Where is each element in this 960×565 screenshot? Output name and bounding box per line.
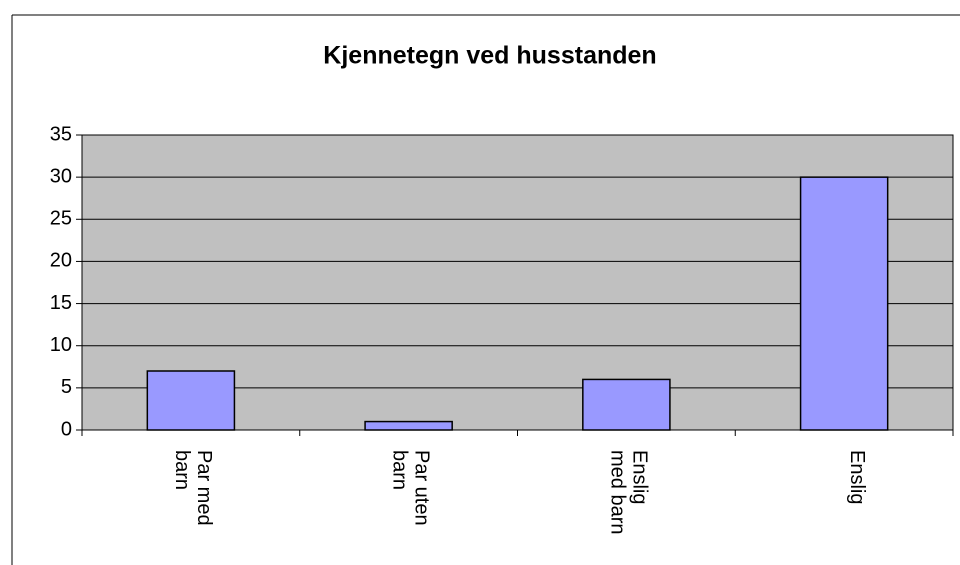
bar [364, 420, 453, 431]
bar [146, 370, 236, 431]
x-tick-label: Par med barn [170, 450, 215, 526]
y-tick-label: 20 [50, 250, 72, 272]
x-tick-label: Enslig [846, 450, 869, 505]
y-tick-label: 15 [50, 292, 72, 314]
x-tick-label: Enslig med barn [606, 450, 651, 535]
x-tick-label: Par uten barn [388, 450, 433, 526]
bar [799, 176, 889, 431]
bar [582, 378, 671, 431]
y-tick-label: 10 [50, 334, 72, 356]
y-tick-label: 0 [61, 418, 72, 440]
y-tick-label: 35 [50, 123, 72, 145]
chart-title: Kjennetegn ved husstanden [323, 42, 656, 70]
y-tick-label: 25 [50, 208, 72, 230]
y-tick-label: 5 [61, 376, 72, 398]
y-tick-label: 30 [50, 165, 72, 187]
